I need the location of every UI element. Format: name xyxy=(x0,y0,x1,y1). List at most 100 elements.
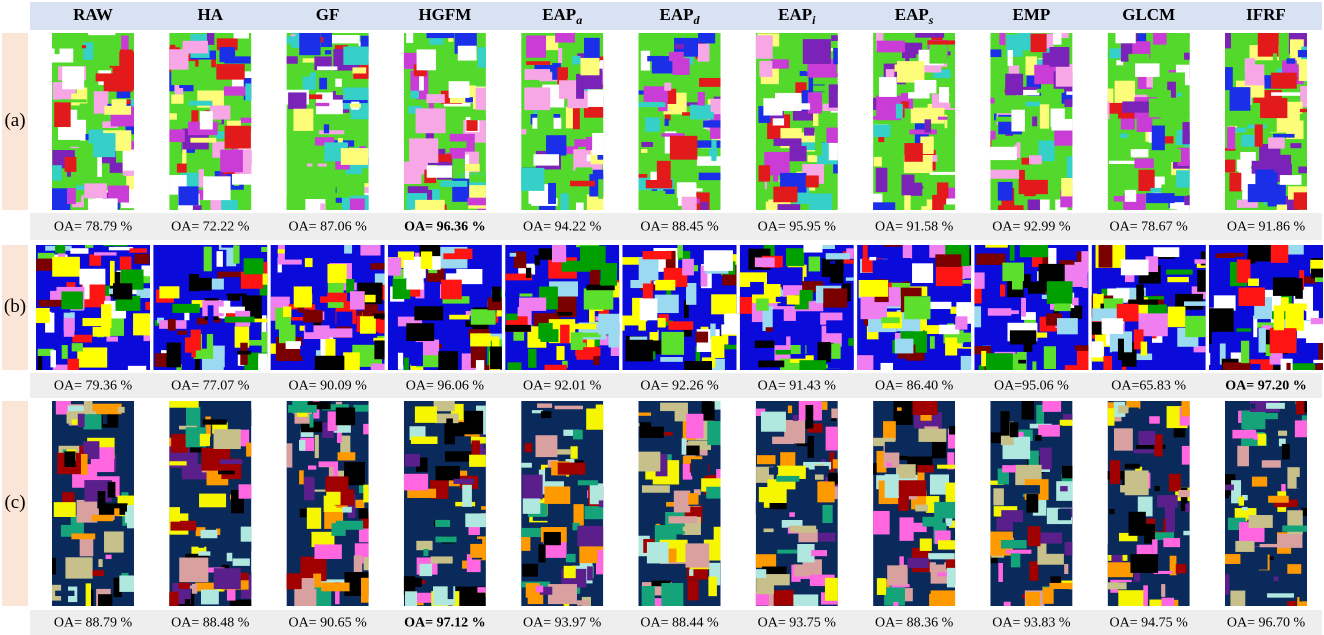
map-region xyxy=(538,544,545,562)
map-region xyxy=(1088,341,1104,357)
map-region xyxy=(1001,510,1023,522)
map-region xyxy=(320,203,325,211)
map-region xyxy=(335,79,342,87)
map-region xyxy=(622,257,642,265)
map-region xyxy=(305,258,313,267)
map-region xyxy=(879,77,897,97)
classification-map xyxy=(270,241,396,382)
map-content xyxy=(33,242,169,388)
map-content xyxy=(870,401,979,622)
map-region xyxy=(285,243,303,260)
map-region xyxy=(1295,420,1324,437)
map-region xyxy=(411,342,423,366)
map-region xyxy=(225,317,255,323)
map-region xyxy=(1239,497,1244,506)
map-region xyxy=(1222,574,1229,594)
map-region xyxy=(481,506,503,510)
map-region xyxy=(756,576,774,594)
map-region xyxy=(1037,89,1064,93)
map-region xyxy=(1006,550,1031,554)
map-region xyxy=(123,171,148,176)
oa-label: OA= 78.79 % xyxy=(54,220,133,235)
map-region xyxy=(690,105,714,120)
map-region xyxy=(217,251,223,267)
map-region xyxy=(1107,544,1137,555)
oa-label: OA= 92.26 % xyxy=(640,379,719,394)
map-region xyxy=(598,179,621,199)
map-region xyxy=(64,318,75,337)
map-region xyxy=(198,544,204,548)
map-region xyxy=(570,446,577,459)
map-region xyxy=(294,589,316,611)
map-region xyxy=(1064,99,1078,107)
map-region xyxy=(754,554,777,568)
map-region xyxy=(404,358,409,371)
map-region xyxy=(1053,31,1062,45)
map-region xyxy=(1121,260,1149,276)
oa-label: OA= 79.36 % xyxy=(54,379,133,394)
map-region xyxy=(1129,512,1146,536)
map-region xyxy=(895,339,914,354)
map-region xyxy=(64,451,75,467)
map-region xyxy=(159,286,179,298)
map-region xyxy=(178,186,198,205)
map-region xyxy=(682,112,690,115)
map-region xyxy=(1146,193,1174,203)
map-content xyxy=(520,401,621,622)
map-region xyxy=(70,248,88,254)
map-region xyxy=(1176,170,1192,187)
map-region xyxy=(1290,143,1301,148)
map-region xyxy=(955,316,967,329)
map-region xyxy=(698,92,705,106)
map-region xyxy=(218,471,235,475)
map-region xyxy=(827,74,855,77)
map-region xyxy=(171,521,197,531)
map-region xyxy=(1300,86,1324,107)
map-region xyxy=(1154,434,1162,456)
map-region xyxy=(556,346,564,360)
map-region xyxy=(324,124,329,133)
map-region xyxy=(1060,350,1077,365)
map-region xyxy=(465,164,479,172)
map-region xyxy=(79,269,105,285)
map-region xyxy=(937,182,948,198)
map-region xyxy=(429,37,443,44)
map-region xyxy=(706,487,724,499)
map-region xyxy=(522,564,538,577)
map-region xyxy=(72,343,83,351)
map-region xyxy=(470,117,498,121)
map-region xyxy=(665,119,669,126)
map-region xyxy=(643,283,653,298)
map-region xyxy=(1058,509,1071,520)
map-region xyxy=(990,147,1017,160)
map-region xyxy=(1150,188,1163,193)
map-region xyxy=(359,508,369,518)
map-region xyxy=(566,554,576,562)
map-region xyxy=(199,169,204,187)
map-region xyxy=(241,118,266,123)
map-region xyxy=(177,331,187,335)
map-region xyxy=(1153,247,1179,257)
map-region xyxy=(114,508,119,516)
map-region xyxy=(1157,495,1177,507)
map-region xyxy=(1161,584,1165,597)
map-region xyxy=(981,351,986,366)
map-region xyxy=(108,482,116,498)
map-region xyxy=(81,454,88,475)
map-region xyxy=(1301,508,1316,516)
map-region xyxy=(1001,540,1027,549)
map-region xyxy=(989,98,994,104)
map-region xyxy=(1054,303,1071,311)
map-region xyxy=(559,80,577,99)
map-region xyxy=(1184,53,1205,60)
map-region xyxy=(519,298,546,311)
map-region xyxy=(219,47,235,62)
map-region xyxy=(708,577,717,597)
map-region xyxy=(414,306,443,320)
map-region xyxy=(1125,190,1136,202)
map-region xyxy=(912,263,933,283)
oa-label: OA=95.06 % xyxy=(994,379,1069,394)
map-region xyxy=(51,49,74,63)
map-region xyxy=(220,459,243,464)
map-region xyxy=(949,521,974,528)
